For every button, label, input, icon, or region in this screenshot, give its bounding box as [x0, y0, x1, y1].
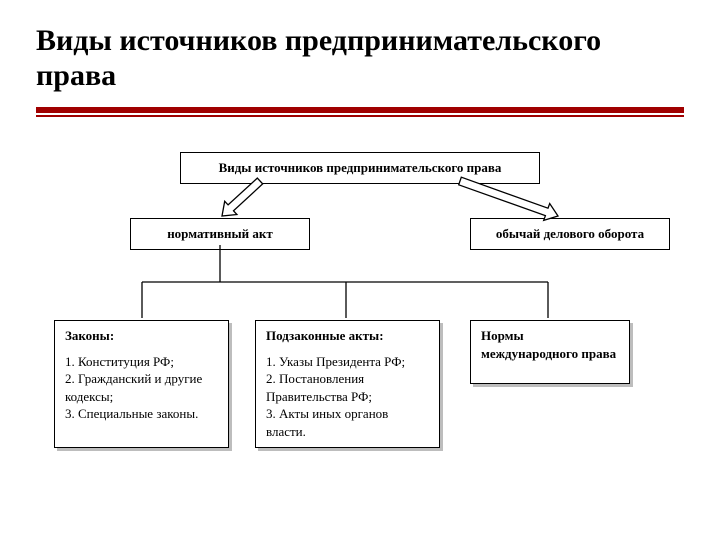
laws-line: 3. Специальные законы.	[65, 405, 218, 423]
root-box-text: Виды источников предпринимательского пра…	[191, 159, 529, 177]
international-law-heading: Нормы международного права	[481, 327, 619, 362]
international-law-box: Нормы международного права	[470, 320, 630, 384]
laws-line: 2. Гражданский и другие кодексы;	[65, 370, 218, 405]
business-custom-box: обычай делового оборота	[470, 218, 670, 250]
laws-line: 1. Конституция РФ;	[65, 353, 218, 371]
laws-heading: Законы:	[65, 327, 218, 345]
normative-act-text: нормативный акт	[141, 225, 299, 243]
bylaws-line: 3. Акты иных органов власти.	[266, 405, 429, 440]
root-box: Виды источников предпринимательского пра…	[180, 152, 540, 184]
title-rule	[36, 107, 684, 117]
bylaws-line: 1. Указы Президента РФ;	[266, 353, 429, 371]
normative-act-box: нормативный акт	[130, 218, 310, 250]
bylaws-line: 2. Постановления Правительства РФ;	[266, 370, 429, 405]
laws-box: Законы: 1. Конституция РФ; 2. Граждански…	[54, 320, 229, 448]
bylaws-box: Подзаконные акты: 1. Указы Президента РФ…	[255, 320, 440, 448]
bylaws-heading: Подзаконные акты:	[266, 327, 429, 345]
slide-title: Виды источников предпринимательского пра…	[0, 0, 720, 101]
business-custom-text: обычай делового оборота	[481, 225, 659, 243]
